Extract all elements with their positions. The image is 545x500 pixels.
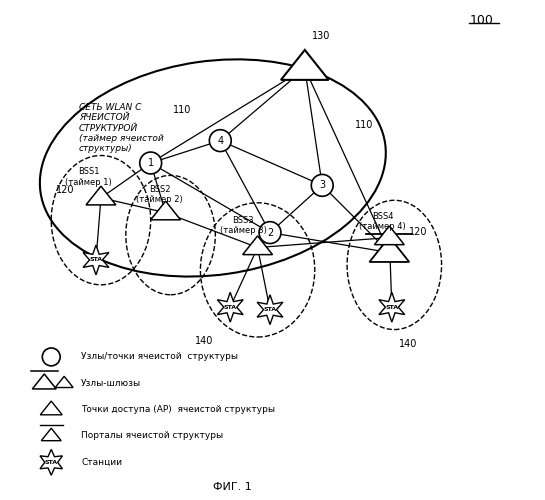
Circle shape: [311, 174, 333, 197]
Text: 120: 120: [409, 227, 428, 237]
Circle shape: [259, 222, 281, 244]
Text: Порталы ячеистой структуры: Порталы ячеистой структуры: [81, 432, 223, 440]
Polygon shape: [243, 236, 272, 255]
Text: 3: 3: [319, 180, 325, 190]
Text: СЕТЬ WLAN С
ЯЧЕИСТОЙ
СТРУКТУРОЙ
(таймер ячеистой
структуры): СЕТЬ WLAN С ЯЧЕИСТОЙ СТРУКТУРОЙ (таймер …: [78, 103, 164, 154]
Circle shape: [209, 130, 231, 152]
Text: STA: STA: [385, 304, 398, 310]
Text: 110: 110: [173, 106, 191, 116]
Polygon shape: [40, 450, 63, 475]
Polygon shape: [41, 428, 61, 440]
Polygon shape: [281, 50, 329, 80]
Text: 140: 140: [399, 339, 417, 349]
Text: 110: 110: [355, 120, 373, 130]
Text: 130: 130: [312, 30, 331, 40]
Polygon shape: [86, 186, 116, 205]
Polygon shape: [40, 401, 62, 415]
Text: 2: 2: [267, 228, 273, 237]
Polygon shape: [150, 201, 180, 220]
Text: Узлы-шлюзы: Узлы-шлюзы: [81, 379, 141, 388]
Text: Точки доступа (AP)  ячеистой структуры: Точки доступа (AP) ячеистой структуры: [81, 405, 275, 414]
Text: STA: STA: [45, 460, 58, 465]
Polygon shape: [370, 237, 409, 262]
Text: STA: STA: [89, 258, 102, 262]
Text: BSS3
(таймер 3): BSS3 (таймер 3): [220, 216, 267, 235]
Text: Станции: Станции: [81, 458, 122, 467]
Polygon shape: [217, 292, 243, 322]
Text: STA: STA: [263, 307, 276, 312]
Polygon shape: [55, 376, 73, 388]
Text: ФИГ. 1: ФИГ. 1: [213, 482, 252, 492]
Text: BSS4
(таймер 4): BSS4 (таймер 4): [359, 212, 406, 232]
Text: BSS2
(таймер 2): BSS2 (таймер 2): [136, 184, 183, 204]
Text: 1: 1: [148, 158, 154, 168]
Text: 100: 100: [470, 14, 494, 27]
Text: 140: 140: [196, 336, 214, 346]
Text: 4: 4: [217, 136, 223, 145]
Text: 120: 120: [56, 185, 75, 195]
Text: BSS1
(таймер 1): BSS1 (таймер 1): [65, 167, 112, 186]
Circle shape: [140, 152, 162, 174]
Text: Узлы/точки ячеистой  структуры: Узлы/точки ячеистой структуры: [81, 352, 238, 362]
Polygon shape: [257, 294, 283, 324]
Polygon shape: [83, 245, 109, 275]
Text: STA: STA: [223, 304, 237, 310]
Polygon shape: [374, 226, 404, 244]
Polygon shape: [379, 292, 405, 322]
Polygon shape: [32, 374, 56, 389]
